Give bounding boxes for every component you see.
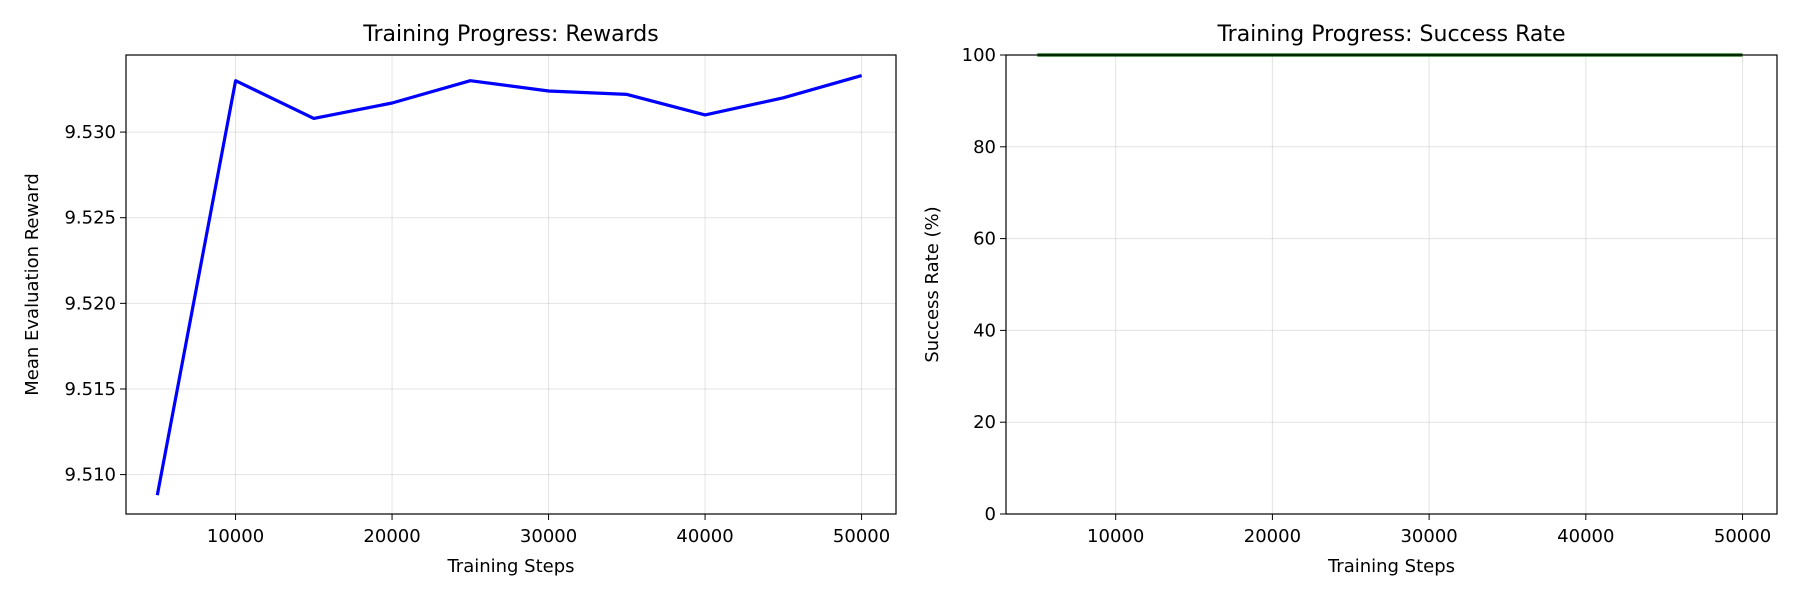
rewards-series — [155, 74, 863, 496]
rewards-grid — [126, 55, 896, 514]
success-rate-chart-title: Training Progress: Success Rate — [1216, 22, 1565, 47]
chart-success-rate: 10000 20000 30000 40000 50000 0 20 40 60 80 100 Tr… — [922, 22, 1778, 577]
success-rate-y-tick-label: 40 — [973, 320, 996, 341]
rewards-y-tick-label: 9.530 — [64, 122, 116, 143]
success-rate-y-tick-label: 60 — [973, 229, 996, 250]
rewards-x-tick-label: 10000 — [207, 526, 264, 547]
rewards-y-tick-label: 9.520 — [64, 293, 116, 314]
rewards-x-tick-label: 40000 — [676, 526, 733, 547]
success-rate-y-axis-label: Success Rate (%) — [922, 206, 943, 362]
success-rate-plot-area — [1005, 54, 1778, 515]
success-rate-x-tick-label: 30000 — [1400, 526, 1457, 547]
success-rate-ticks: 10000 20000 30000 40000 50000 0 20 40 60 80 100 — [962, 45, 1772, 547]
success-rate-x-axis-label: Training Steps — [1327, 556, 1455, 577]
rewards-plot-area — [125, 54, 897, 515]
rewards-y-tick-label: 9.525 — [64, 208, 116, 229]
rewards-ticks: 10000 20000 30000 40000 50000 9.510 9.515 9.520… — [64, 122, 890, 547]
rewards-y-tick-label: 9.510 — [64, 465, 116, 486]
success-rate-x-tick-label: 20000 — [1244, 526, 1301, 547]
success-rate-y-tick-label: 0 — [985, 504, 996, 525]
success-rate-x-tick-label: 10000 — [1087, 526, 1144, 547]
success-rate-y-tick-label: 100 — [962, 45, 996, 66]
rewards-chart-title: Training Progress: Rewards — [362, 22, 659, 47]
success-rate-y-tick-label: 20 — [973, 412, 996, 433]
rewards-series-line — [155, 74, 863, 496]
rewards-y-tick-label: 9.515 — [64, 379, 116, 400]
success-rate-y-tick-label: 80 — [973, 137, 996, 158]
rewards-y-axis-label: Mean Evaluation Reward — [22, 173, 43, 396]
rewards-x-axis-label: Training Steps — [446, 556, 574, 577]
rewards-x-tick-label: 50000 — [833, 526, 890, 547]
rewards-x-tick-label: 30000 — [520, 526, 577, 547]
success-rate-grid — [1006, 54, 1777, 515]
chart-rewards: 10000 20000 30000 40000 50000 9.510 9.515 9.520… — [22, 22, 897, 577]
rewards-x-tick-label: 20000 — [363, 526, 420, 547]
success-rate-x-tick-label: 40000 — [1557, 526, 1614, 547]
success-rate-x-tick-label: 50000 — [1714, 526, 1771, 547]
